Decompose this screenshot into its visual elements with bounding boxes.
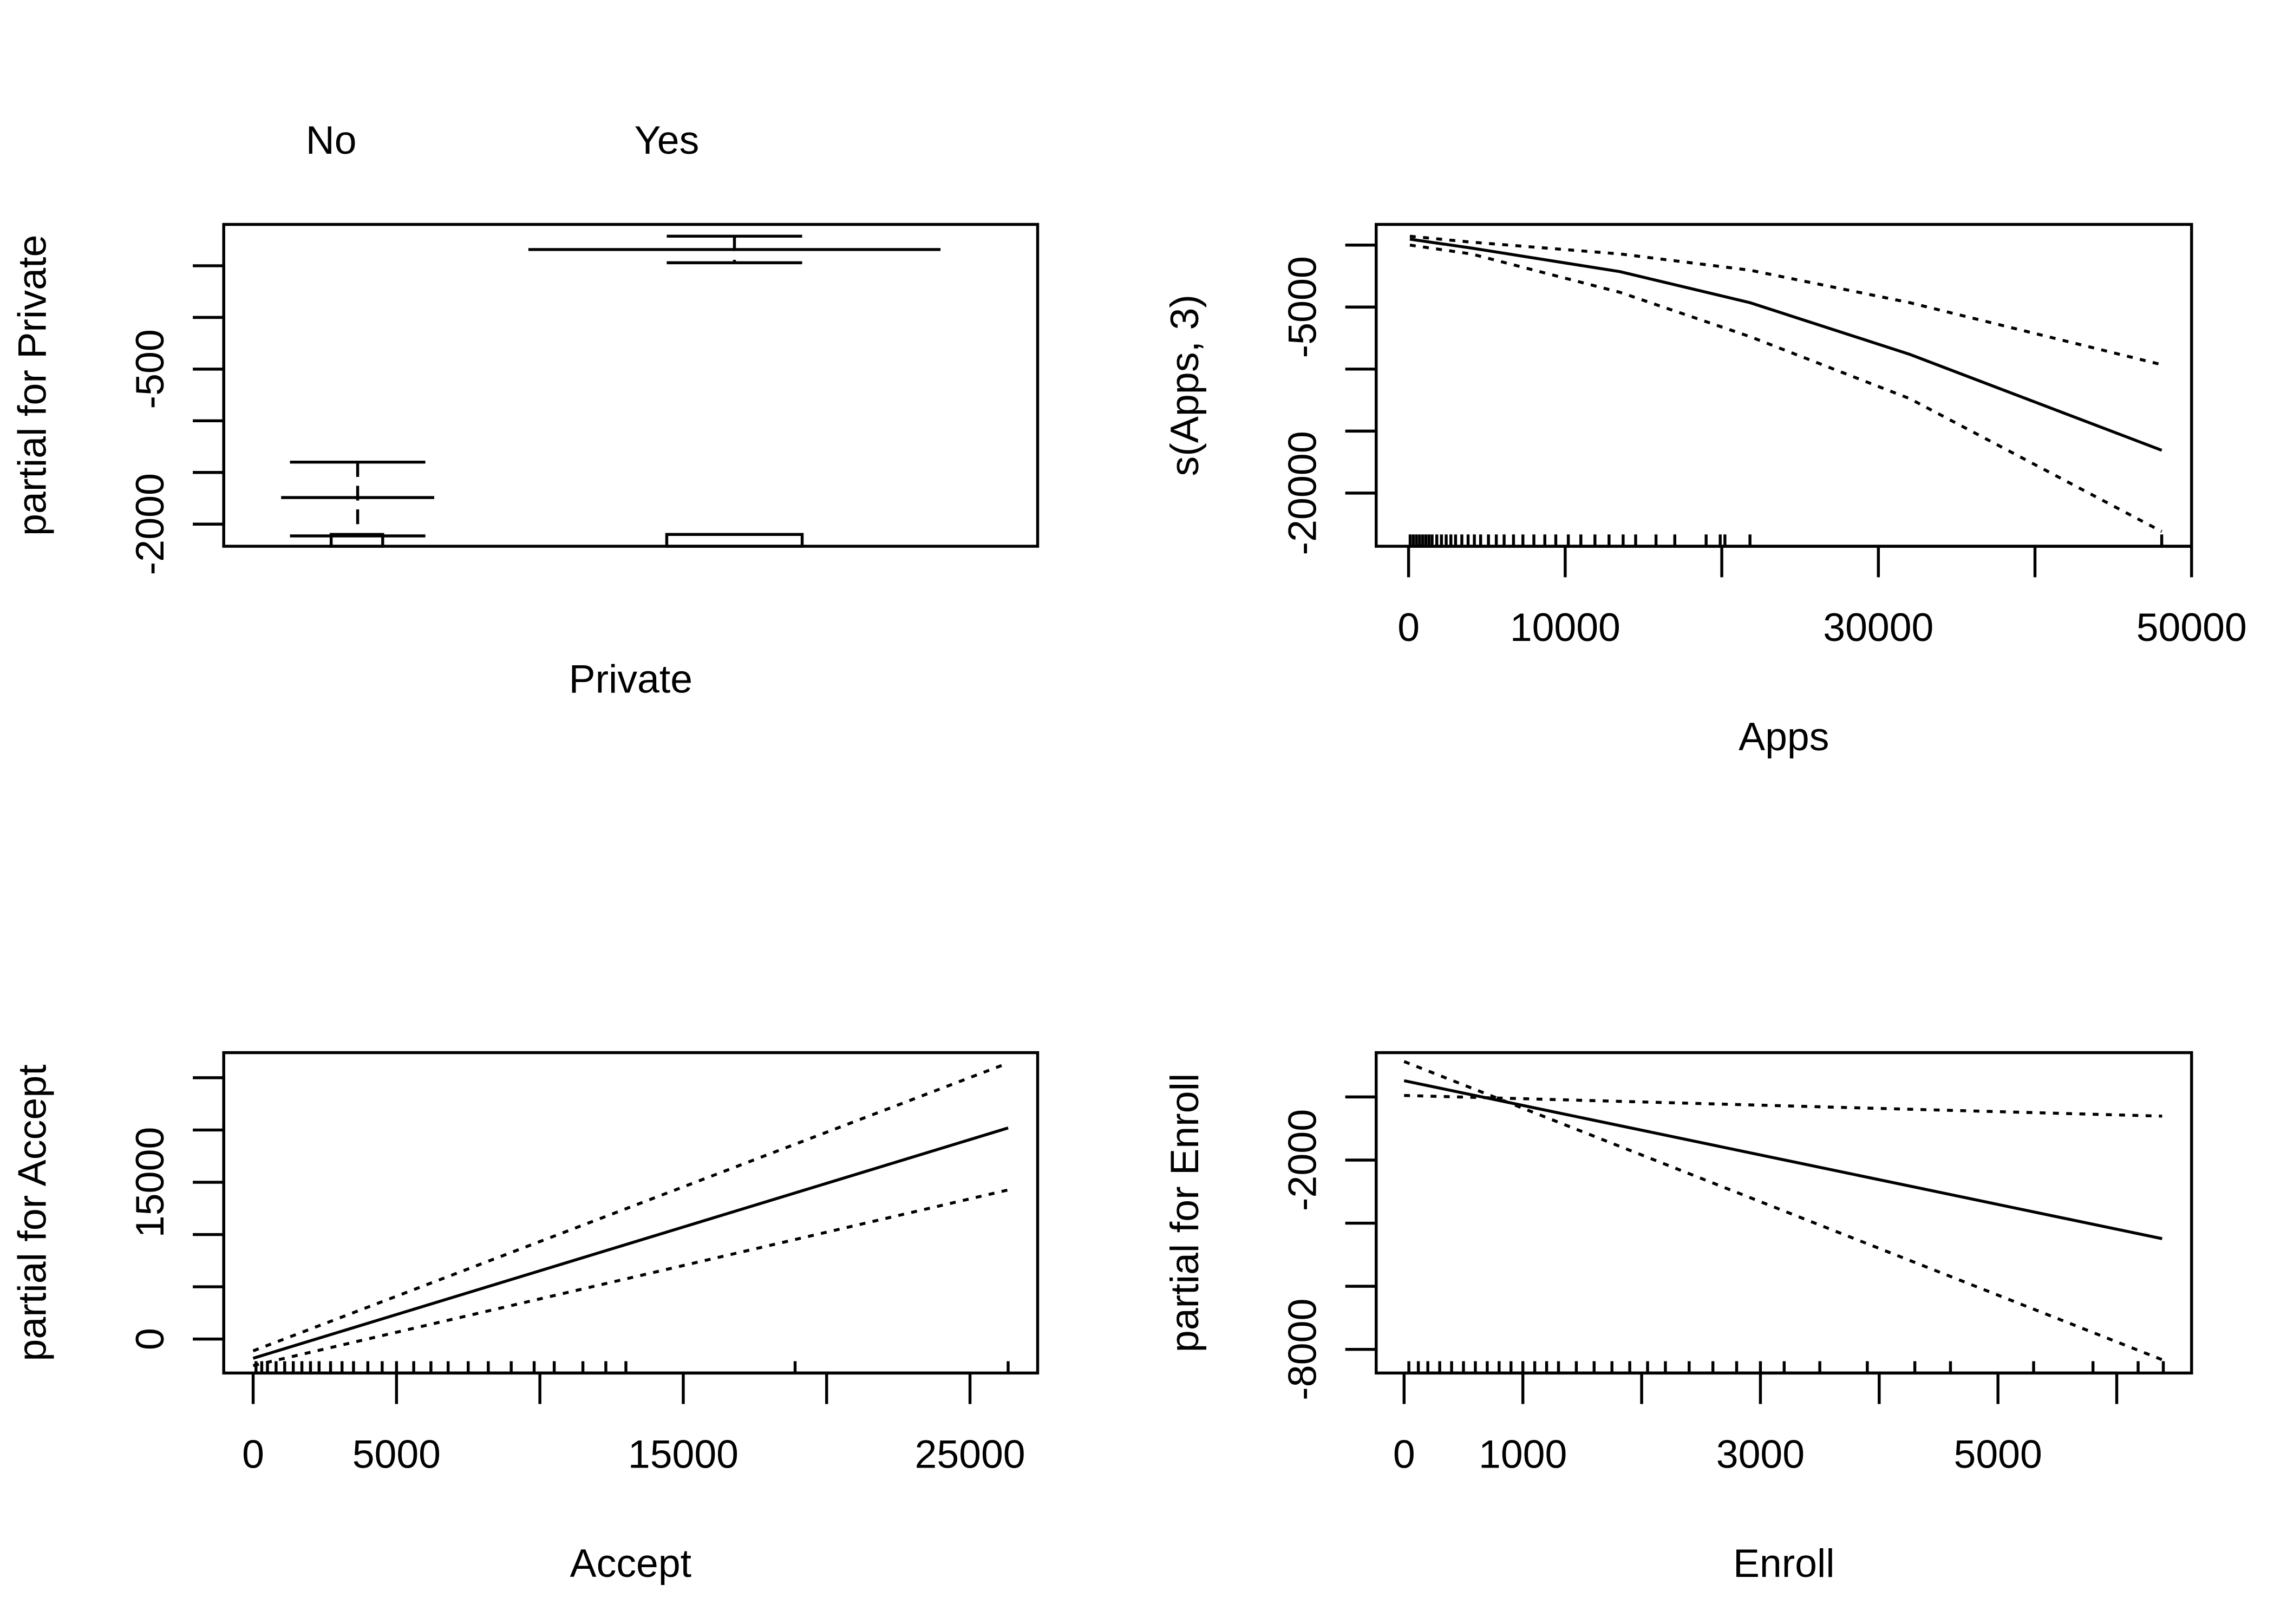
- y-axis-title: partial for Enroll: [1162, 1073, 1207, 1353]
- x-tick-label: 0: [242, 1431, 264, 1476]
- y-tick-label: 15000: [127, 1127, 172, 1238]
- y-tick-label: -20000: [1280, 431, 1325, 555]
- y-tick-label: -8000: [1280, 1299, 1325, 1400]
- x-tick-label: 30000: [1823, 605, 1933, 650]
- x-axis-title: Accept: [570, 1541, 691, 1586]
- x-tick-label: 0: [1393, 1431, 1415, 1476]
- x-axis-title: Apps: [1739, 714, 1829, 759]
- confidence-line: [252, 1062, 1009, 1352]
- confidence-line: [1409, 244, 2162, 533]
- x-tick-label: 0: [1397, 605, 1420, 650]
- confidence-line: [1409, 234, 2162, 366]
- y-axis-title: s(Apps, 3): [1162, 294, 1207, 476]
- y-tick-label: -2000: [127, 473, 172, 575]
- rug-block: [665, 533, 804, 548]
- x-axis-title: Private: [569, 656, 692, 701]
- category-label: Yes: [635, 117, 700, 162]
- confidence-line: [1403, 1060, 2163, 1361]
- y-axis-title: partial for Accept: [10, 1064, 55, 1361]
- x-tick-label: 5000: [352, 1431, 441, 1476]
- x-tick-label: 10000: [1510, 605, 1620, 650]
- x-tick-label: 15000: [628, 1431, 739, 1476]
- plot-frame: [1375, 222, 2193, 548]
- fit-line: [1409, 238, 2162, 452]
- x-tick-label: 25000: [915, 1431, 1025, 1476]
- y-tick-label: 0: [127, 1328, 172, 1350]
- y-tick-label: -2000: [1280, 1109, 1325, 1211]
- y-tick-label: -5000: [1280, 256, 1325, 358]
- fit-line: [252, 1127, 1009, 1360]
- category-label: No: [306, 117, 357, 162]
- y-axis-title: partial for Private: [10, 235, 55, 536]
- y-tick-label: -500: [127, 329, 172, 409]
- x-tick-label: 3000: [1716, 1431, 1805, 1476]
- fit-line: [1403, 1079, 2162, 1240]
- confidence-line: [252, 1188, 1009, 1367]
- x-tick-label: 50000: [2136, 605, 2247, 650]
- x-tick-label: 5000: [1954, 1431, 2042, 1476]
- x-axis-title: Enroll: [1733, 1541, 1835, 1586]
- x-tick-label: 1000: [1479, 1431, 1567, 1476]
